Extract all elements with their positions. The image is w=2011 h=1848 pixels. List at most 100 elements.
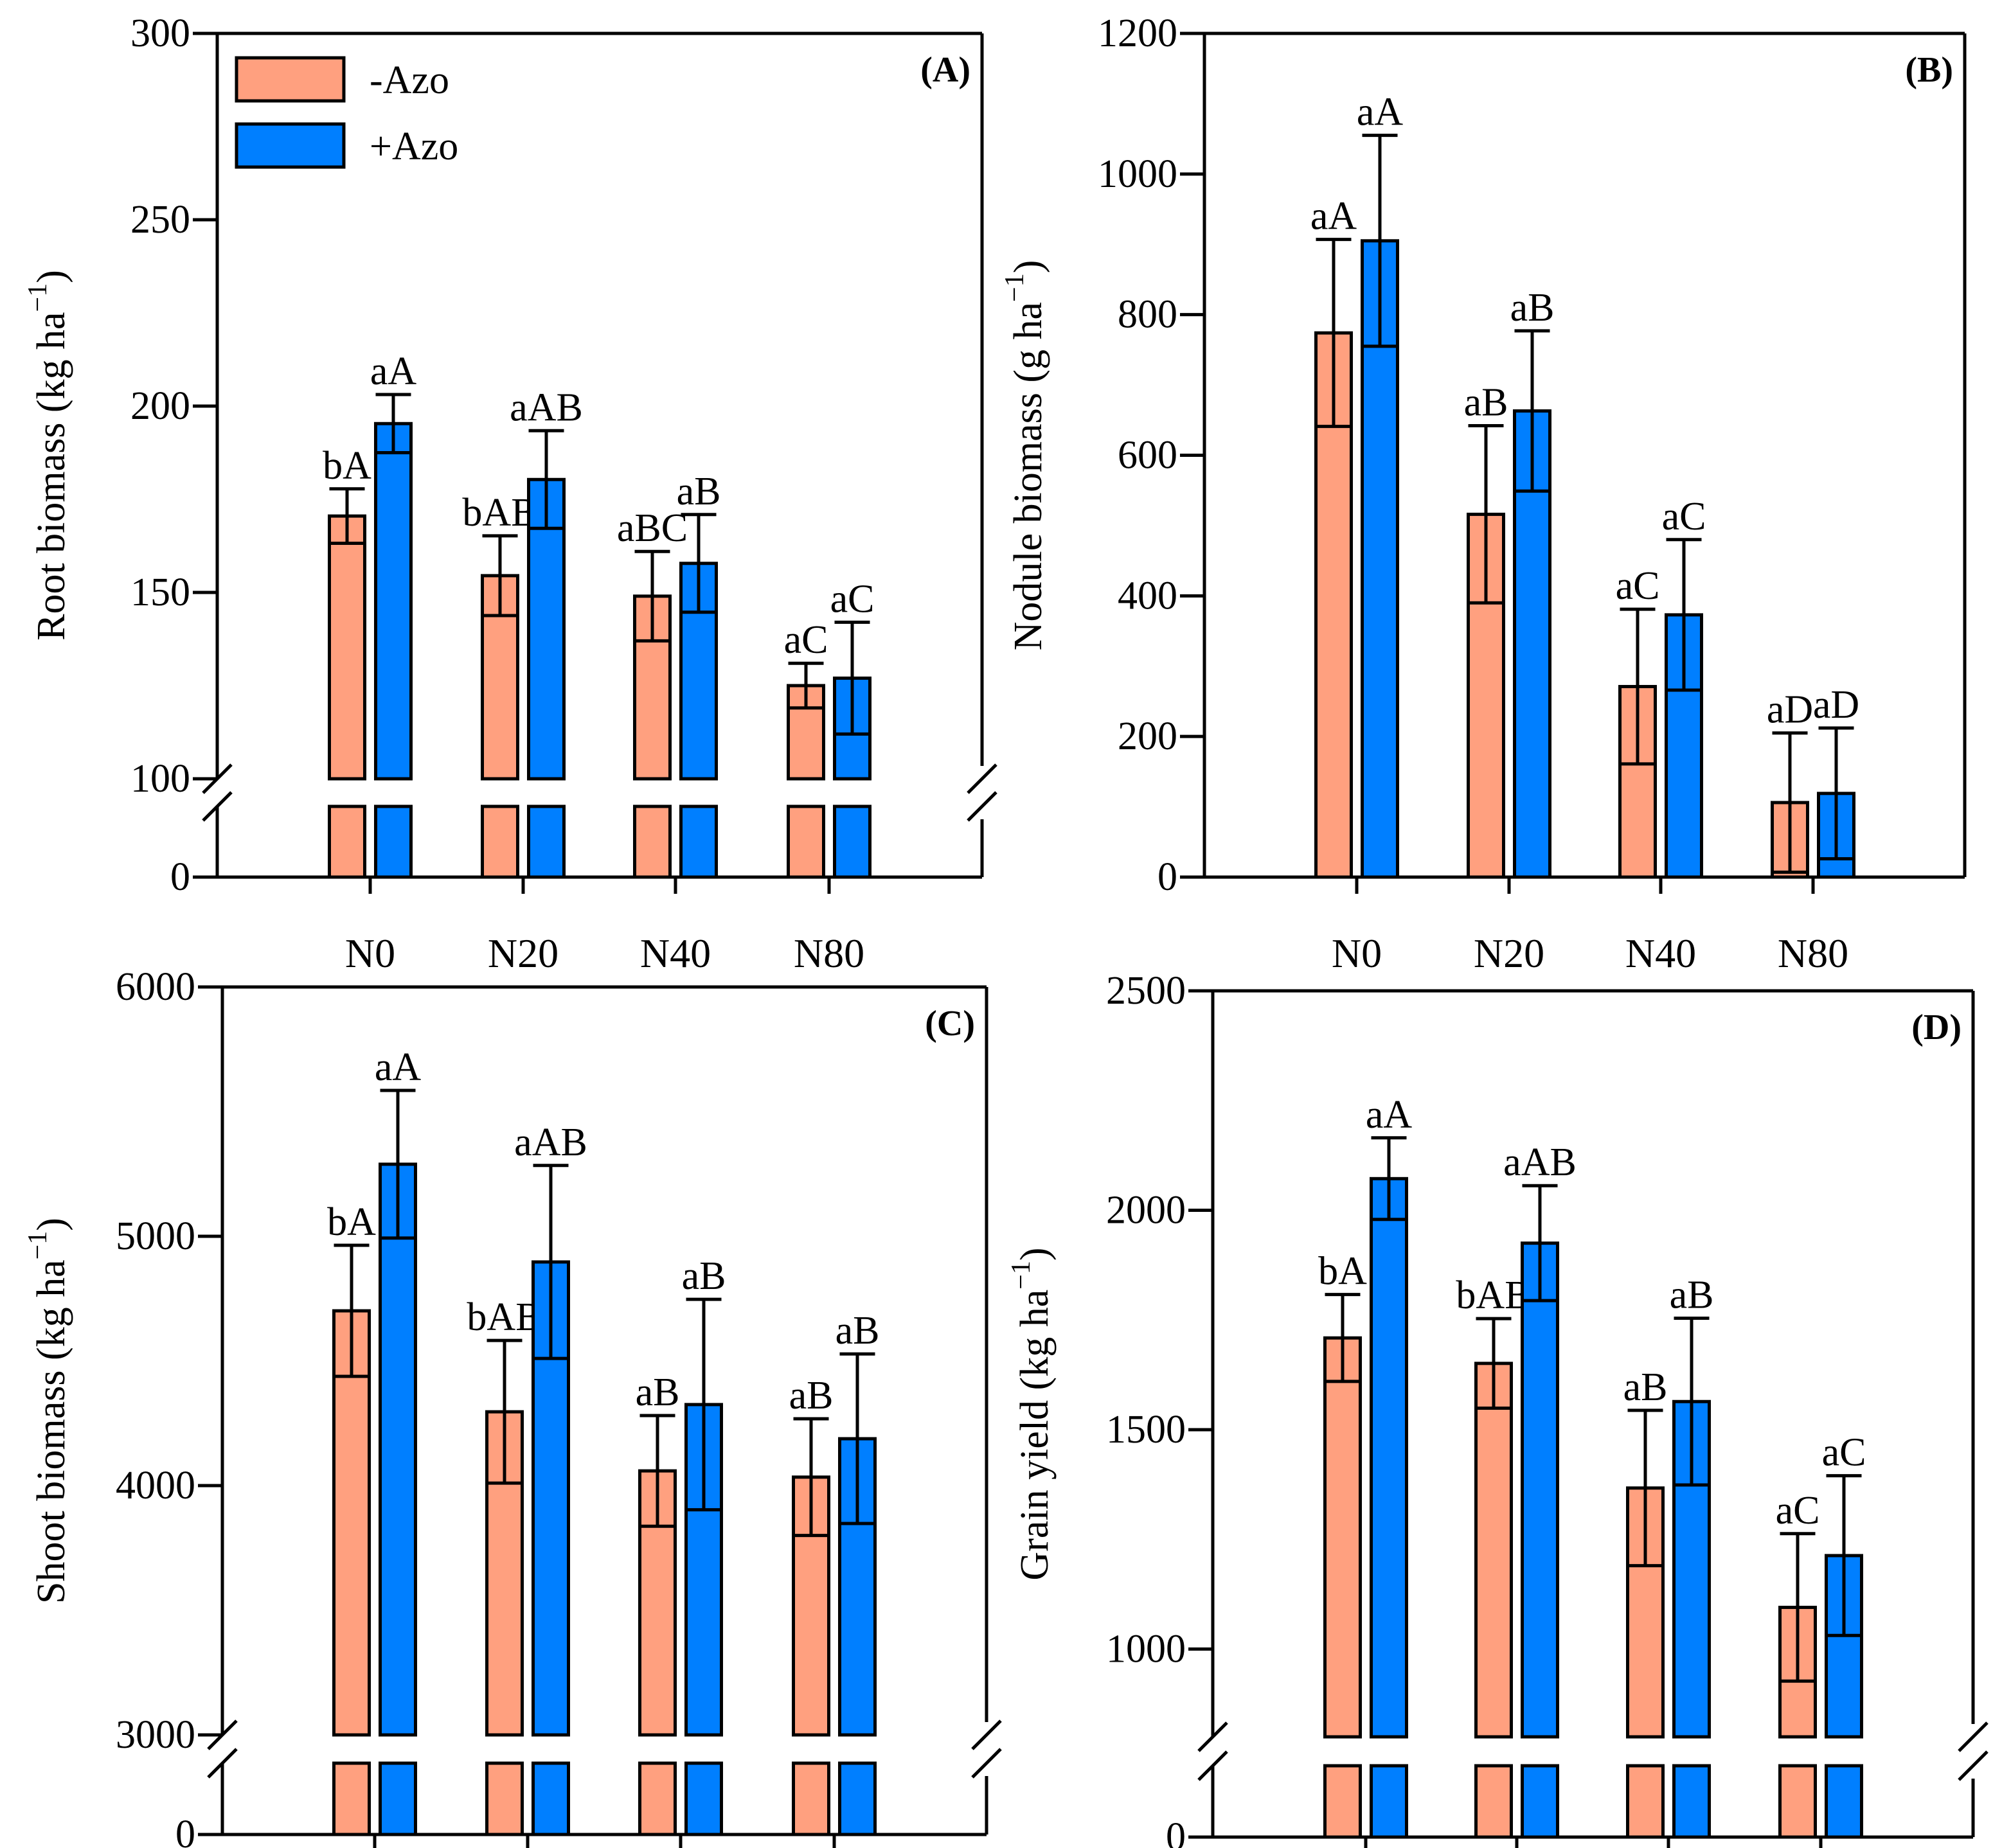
y-label-close: )	[1006, 260, 1050, 274]
axis-break-mark	[1958, 1750, 1989, 1781]
significance-letter: aB	[1510, 286, 1555, 330]
bar-lower-segment	[527, 804, 566, 879]
x-tick-label: N0	[345, 930, 395, 976]
significance-letter: bA	[327, 1200, 376, 1244]
bar-lower-segment	[374, 804, 413, 879]
y-label-text: Nodule biomass (g ha	[1006, 302, 1050, 650]
bar-lower-segment	[485, 1761, 524, 1836]
y-axis-label: Root biomass (kg ha−1)	[23, 270, 73, 641]
significance-letter: bAB	[462, 491, 537, 535]
y-tick-label: 800	[1118, 293, 1177, 337]
significance-letter: bA	[1318, 1250, 1367, 1293]
chart-panel-b: 0 200 400 600 800 1000 1200 Nodule biomass (g h…	[1000, 12, 1967, 976]
bar-lower-segment	[638, 1761, 677, 1836]
y-tick-label: 0	[175, 1813, 195, 1848]
significance-letter: aB	[836, 1309, 880, 1353]
significance-letter: aC	[784, 618, 828, 662]
y-tick-label: 1500	[1106, 1408, 1186, 1452]
bar-lower-segment	[833, 804, 871, 879]
significance-letter: aD	[1767, 688, 1813, 732]
bar-lower-segment	[1626, 1764, 1665, 1839]
panel-label: (C)	[925, 1004, 975, 1044]
significance-letter: bA	[323, 444, 371, 488]
axis-break-mark	[971, 1748, 1002, 1779]
axis-break-mark	[1197, 1721, 1228, 1752]
significance-letter: aAB	[1503, 1141, 1577, 1184]
bar-plus-azo	[1521, 1241, 1559, 1739]
bar-lower-segment	[679, 804, 718, 879]
bar-lower-segment	[532, 1761, 570, 1836]
bar-lower-segment	[1474, 1764, 1513, 1839]
significance-letter: aBC	[617, 506, 688, 550]
bar-lower-segment	[1825, 1764, 1863, 1839]
panel-label: (B)	[1905, 50, 1953, 90]
x-tick-label: N0	[1332, 930, 1382, 976]
bar-plus-azo	[1370, 1177, 1408, 1739]
y-tick-label: 0	[1166, 1815, 1186, 1848]
y-tick-label: 200	[1118, 715, 1177, 758]
significance-letter: bAB	[467, 1295, 542, 1339]
significance-letter: bAB	[1456, 1274, 1531, 1317]
x-tick-label: N20	[1474, 930, 1544, 976]
bar-lower-segment	[481, 804, 519, 879]
y-tick-label: 200	[130, 384, 190, 428]
bar-minus-azo	[1474, 1362, 1513, 1739]
bar-lower-segment	[1323, 1764, 1362, 1839]
y-label-close: )	[30, 1218, 73, 1231]
bar-lower-segment	[792, 1761, 830, 1836]
axis-break-mark	[202, 791, 233, 822]
axis-break-mark	[971, 1719, 1002, 1750]
bar-lower-segment	[1672, 1764, 1711, 1839]
y-tick-label: 2000	[1106, 1188, 1186, 1232]
significance-letter: aC	[830, 577, 875, 621]
bar-lower-segment	[1370, 1764, 1408, 1839]
y-label-superscript: −1	[1006, 1261, 1036, 1290]
x-tick-label: N40	[1625, 930, 1696, 976]
y-axis-label: Shoot biomass (kg ha−1)	[23, 1218, 73, 1604]
y-label-text: Shoot biomass (kg ha	[30, 1259, 73, 1604]
significance-letter: aA	[1310, 195, 1357, 238]
bar-lower-segment	[379, 1761, 417, 1836]
axis-break-mark	[1958, 1721, 1989, 1752]
significance-letter: aC	[1616, 564, 1660, 608]
x-tick-label: N80	[1778, 930, 1848, 976]
y-label-superscript: −1	[23, 283, 53, 312]
axis-break-mark	[967, 791, 997, 822]
y-tick-label: 2500	[1106, 969, 1186, 1013]
significance-letter: aD	[1813, 683, 1859, 727]
significance-letter: aB	[1623, 1365, 1668, 1409]
x-tick-label: N40	[640, 930, 711, 976]
y-tick-label: 1200	[1098, 12, 1177, 55]
legend-swatch	[235, 56, 346, 103]
y-label-superscript: −1	[1000, 273, 1030, 302]
y-tick-label: 3000	[116, 1713, 195, 1757]
chart-panel-c: 0 3000 4000 5000 6000 Shoot biomass (kg ha−1)…	[23, 965, 1002, 1848]
significance-letter: aB	[682, 1254, 726, 1298]
y-tick-label: 600	[1118, 434, 1177, 477]
significance-letter: aB	[636, 1371, 680, 1414]
y-label-text: Root biomass (kg ha	[30, 312, 73, 640]
axis-break-mark	[207, 1748, 238, 1779]
y-label-close: )	[30, 270, 73, 283]
y-axis-label: Nodule biomass (g ha−1)	[1000, 260, 1050, 651]
bar-lower-segment	[838, 1761, 877, 1836]
y-tick-label: 400	[1118, 574, 1177, 617]
y-tick-label: 5000	[116, 1214, 195, 1258]
y-label-close: )	[1013, 1247, 1057, 1261]
bar-minus-azo	[1323, 1336, 1362, 1739]
significance-letter: aB	[1464, 381, 1508, 425]
axis-break-mark	[1197, 1750, 1228, 1781]
bar-minus-azo	[332, 1309, 371, 1737]
significance-letter: aC	[1776, 1489, 1820, 1533]
significance-letter: aA	[375, 1045, 422, 1089]
y-tick-label: 1000	[1098, 152, 1177, 196]
significance-letter: aAB	[510, 386, 583, 429]
y-tick-label: 4000	[116, 1464, 195, 1507]
bar-plus-azo	[379, 1162, 417, 1737]
chart-panel-d: 0 1000 1500 2000 2500 Grain yield (kg ha−1) (D…	[1006, 969, 1989, 1848]
y-tick-label: 0	[170, 855, 190, 899]
significance-letter: aC	[1822, 1431, 1866, 1475]
significance-letter: aB	[789, 1374, 834, 1417]
bar-lower-segment	[328, 804, 366, 879]
